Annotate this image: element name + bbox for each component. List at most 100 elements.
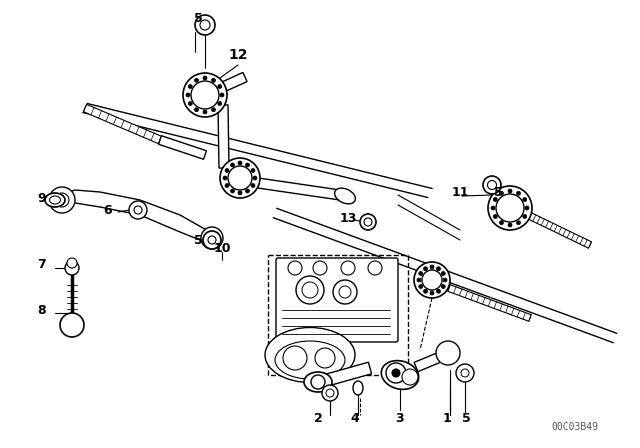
Text: 5: 5 (194, 233, 202, 246)
Text: 12: 12 (228, 48, 248, 62)
Circle shape (203, 231, 221, 249)
Circle shape (386, 363, 406, 383)
Ellipse shape (275, 341, 345, 379)
Circle shape (322, 385, 338, 401)
Circle shape (134, 206, 142, 214)
Circle shape (49, 187, 75, 213)
Circle shape (508, 223, 512, 227)
Text: 5: 5 (194, 12, 202, 25)
Circle shape (333, 280, 357, 304)
Circle shape (499, 191, 504, 195)
Circle shape (402, 369, 418, 385)
Circle shape (443, 278, 447, 282)
Text: 00C03B49: 00C03B49 (551, 422, 598, 432)
Circle shape (508, 189, 512, 193)
Circle shape (441, 271, 445, 276)
Circle shape (461, 369, 469, 377)
Polygon shape (83, 104, 161, 144)
Circle shape (186, 93, 190, 97)
Text: 1: 1 (443, 412, 451, 425)
Circle shape (493, 215, 497, 219)
Circle shape (360, 214, 376, 230)
Circle shape (251, 168, 255, 172)
Circle shape (296, 276, 324, 304)
Ellipse shape (49, 196, 61, 204)
Circle shape (414, 262, 450, 298)
Circle shape (491, 206, 495, 210)
Circle shape (211, 108, 216, 112)
Circle shape (424, 289, 428, 293)
Circle shape (195, 108, 198, 112)
Circle shape (220, 158, 260, 198)
Circle shape (246, 163, 250, 167)
Circle shape (223, 176, 227, 180)
Circle shape (315, 348, 335, 368)
Text: 8: 8 (38, 303, 46, 316)
Ellipse shape (45, 193, 65, 207)
Ellipse shape (265, 327, 355, 383)
Circle shape (238, 161, 242, 165)
Circle shape (203, 76, 207, 80)
Circle shape (211, 78, 216, 82)
Circle shape (311, 375, 325, 389)
Circle shape (419, 271, 423, 276)
Polygon shape (221, 73, 247, 91)
Circle shape (251, 184, 255, 188)
Circle shape (368, 261, 382, 275)
Circle shape (341, 261, 355, 275)
Circle shape (496, 194, 524, 222)
Circle shape (499, 221, 504, 225)
Polygon shape (318, 362, 372, 388)
Circle shape (183, 73, 227, 117)
Circle shape (230, 189, 234, 193)
Circle shape (230, 163, 234, 167)
Circle shape (288, 261, 302, 275)
Circle shape (253, 176, 257, 180)
Polygon shape (159, 136, 207, 159)
Circle shape (191, 81, 219, 109)
Text: 7: 7 (38, 258, 46, 271)
Circle shape (225, 168, 229, 172)
Text: 6: 6 (104, 203, 112, 216)
Text: 5: 5 (461, 412, 470, 425)
Circle shape (188, 85, 192, 89)
Text: 4: 4 (351, 412, 360, 425)
Circle shape (302, 282, 318, 298)
Circle shape (430, 265, 434, 269)
Polygon shape (448, 285, 531, 321)
Circle shape (436, 341, 460, 365)
Circle shape (238, 191, 242, 195)
Circle shape (436, 289, 440, 293)
Ellipse shape (353, 381, 363, 395)
Circle shape (441, 284, 445, 289)
Circle shape (200, 20, 210, 30)
FancyBboxPatch shape (276, 258, 398, 342)
Circle shape (430, 291, 434, 295)
Circle shape (60, 313, 84, 337)
Circle shape (417, 278, 421, 282)
Polygon shape (257, 178, 340, 200)
Circle shape (516, 221, 520, 225)
Circle shape (516, 191, 520, 195)
Circle shape (326, 389, 334, 397)
Circle shape (525, 206, 529, 210)
Circle shape (188, 102, 192, 105)
Circle shape (364, 218, 372, 226)
Circle shape (220, 93, 224, 97)
Circle shape (65, 261, 79, 275)
Circle shape (488, 186, 532, 230)
Circle shape (218, 102, 221, 105)
Circle shape (313, 261, 327, 275)
Circle shape (228, 166, 252, 190)
Circle shape (339, 286, 351, 298)
Circle shape (218, 85, 221, 89)
Polygon shape (414, 350, 447, 372)
Circle shape (201, 227, 223, 249)
Polygon shape (529, 213, 591, 248)
Ellipse shape (304, 372, 332, 392)
Circle shape (246, 189, 250, 193)
Circle shape (523, 215, 527, 219)
Circle shape (203, 110, 207, 114)
Text: 2: 2 (314, 412, 323, 425)
Circle shape (206, 232, 218, 244)
